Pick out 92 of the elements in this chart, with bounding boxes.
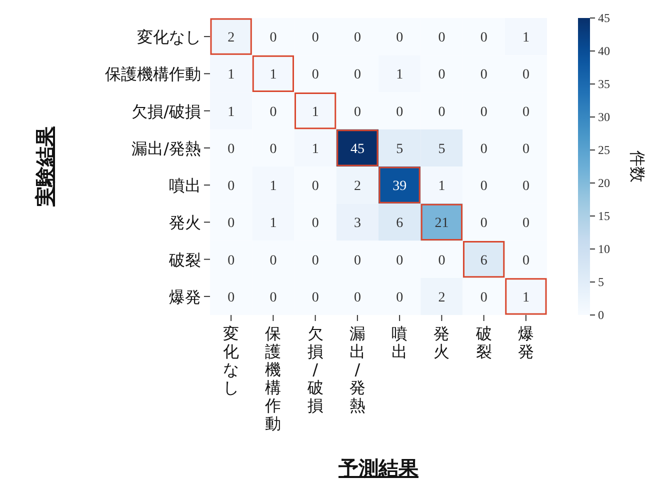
data-label: 1 [270,68,277,83]
data-label: 0 [228,290,235,306]
data-label: 0 [228,253,235,268]
x-tick-label: 発火 [434,324,450,361]
color-bar-label: 5 [598,275,604,289]
data-label: 0 [270,290,277,306]
data-label: 0 [480,290,488,306]
y-tick-label: 発火 [169,213,201,232]
color-bar-label: 25 [598,143,610,157]
data-label: 0 [522,216,530,232]
data-label: 1 [228,68,235,83]
data-label: 1 [312,104,319,120]
data-label: 0 [396,253,404,268]
data-label: 0 [270,253,277,268]
data-label: 0 [522,179,530,194]
data-label: 1 [270,216,277,232]
data-label: 0 [480,68,488,83]
data-label: 1 [228,104,235,120]
color-bar-label: 35 [598,77,610,91]
data-label: 0 [270,142,277,157]
x-axis-title: 予測結果 [338,456,420,480]
data-label: 0 [228,179,235,194]
data-label: 0 [438,30,446,46]
data-label: 0 [438,68,446,83]
data-label: 0 [522,253,530,268]
color-bar-label: 40 [598,44,610,58]
data-label: 0 [480,179,488,194]
color-bar-label: 45 [598,11,610,25]
data-label: 21 [434,216,449,232]
x-tick-label: 噴出 [392,324,408,361]
x-tick-label: 漏出/発熱 [349,324,366,415]
data-label: 0 [522,142,530,157]
x-tick-label: 欠損/破損 [306,324,324,415]
data-label: 0 [522,68,530,83]
data-label: 0 [354,253,361,268]
data-label: 6 [480,253,488,268]
color-bar-label: 15 [598,209,610,223]
data-label: 0 [480,30,488,46]
data-label: 0 [228,216,235,232]
y-tick-label: 欠損/破損 [132,102,201,121]
data-label: 0 [312,216,319,232]
y-tick-label: 保護機構作動 [105,64,201,84]
data-label: 0 [438,253,446,268]
data-label: 0 [480,216,488,232]
data-label: 2 [228,30,235,46]
data-label: 0 [312,68,319,83]
data-label: 5 [396,142,404,157]
data-label: 1 [522,30,530,46]
color-bar-label: 10 [598,242,610,256]
y-tick-label: 変化なし [137,28,201,47]
data-label: 0 [354,290,361,306]
data-label: 0 [270,30,277,46]
data-label: 0 [270,104,277,120]
color-bar-label: 0 [598,308,604,322]
data-label: 0 [312,179,319,194]
data-label: 39 [392,179,407,194]
data-label: 0 [396,30,404,46]
data-label: 0 [228,142,235,157]
data-label: 0 [396,290,404,306]
y-tick-label: 噴出 [169,176,201,196]
data-label: 0 [522,104,530,120]
data-label: 3 [354,216,361,232]
data-label: 0 [312,30,319,46]
data-label: 1 [522,290,530,306]
y-tick-label: 漏出/発熱 [132,138,201,158]
data-label: 0 [438,104,446,120]
data-label: 1 [396,68,404,83]
x-tick-label: 保護機構作動 [264,324,282,433]
data-label: 1 [270,179,277,194]
y-tick-label: 破裂 [168,250,201,270]
data-label: 6 [396,216,404,232]
data-label: 1 [438,179,446,194]
data-label: 0 [480,142,488,157]
x-tick-label: 爆発 [518,324,534,361]
data-label: 0 [312,290,319,306]
data-label: 0 [480,104,488,120]
data-label: 1 [312,142,319,157]
x-tick-label: 破裂 [474,324,492,361]
data-label: 0 [354,104,361,120]
color-bar-label: 20 [598,176,610,190]
data-label: 0 [354,68,361,83]
data-label: 0 [354,30,361,46]
y-tick-label: 爆発 [169,287,201,306]
data-label: 0 [396,104,404,120]
data-label: 2 [438,290,446,306]
data-label: 45 [350,142,364,157]
color-bar-label: 30 [598,110,610,124]
data-label: 0 [312,253,319,268]
data-label: 5 [438,142,446,157]
data-label: 2 [354,179,361,194]
y-axis-title: 実験結果 [33,126,57,208]
color-bar-title: 件数 [628,150,647,182]
